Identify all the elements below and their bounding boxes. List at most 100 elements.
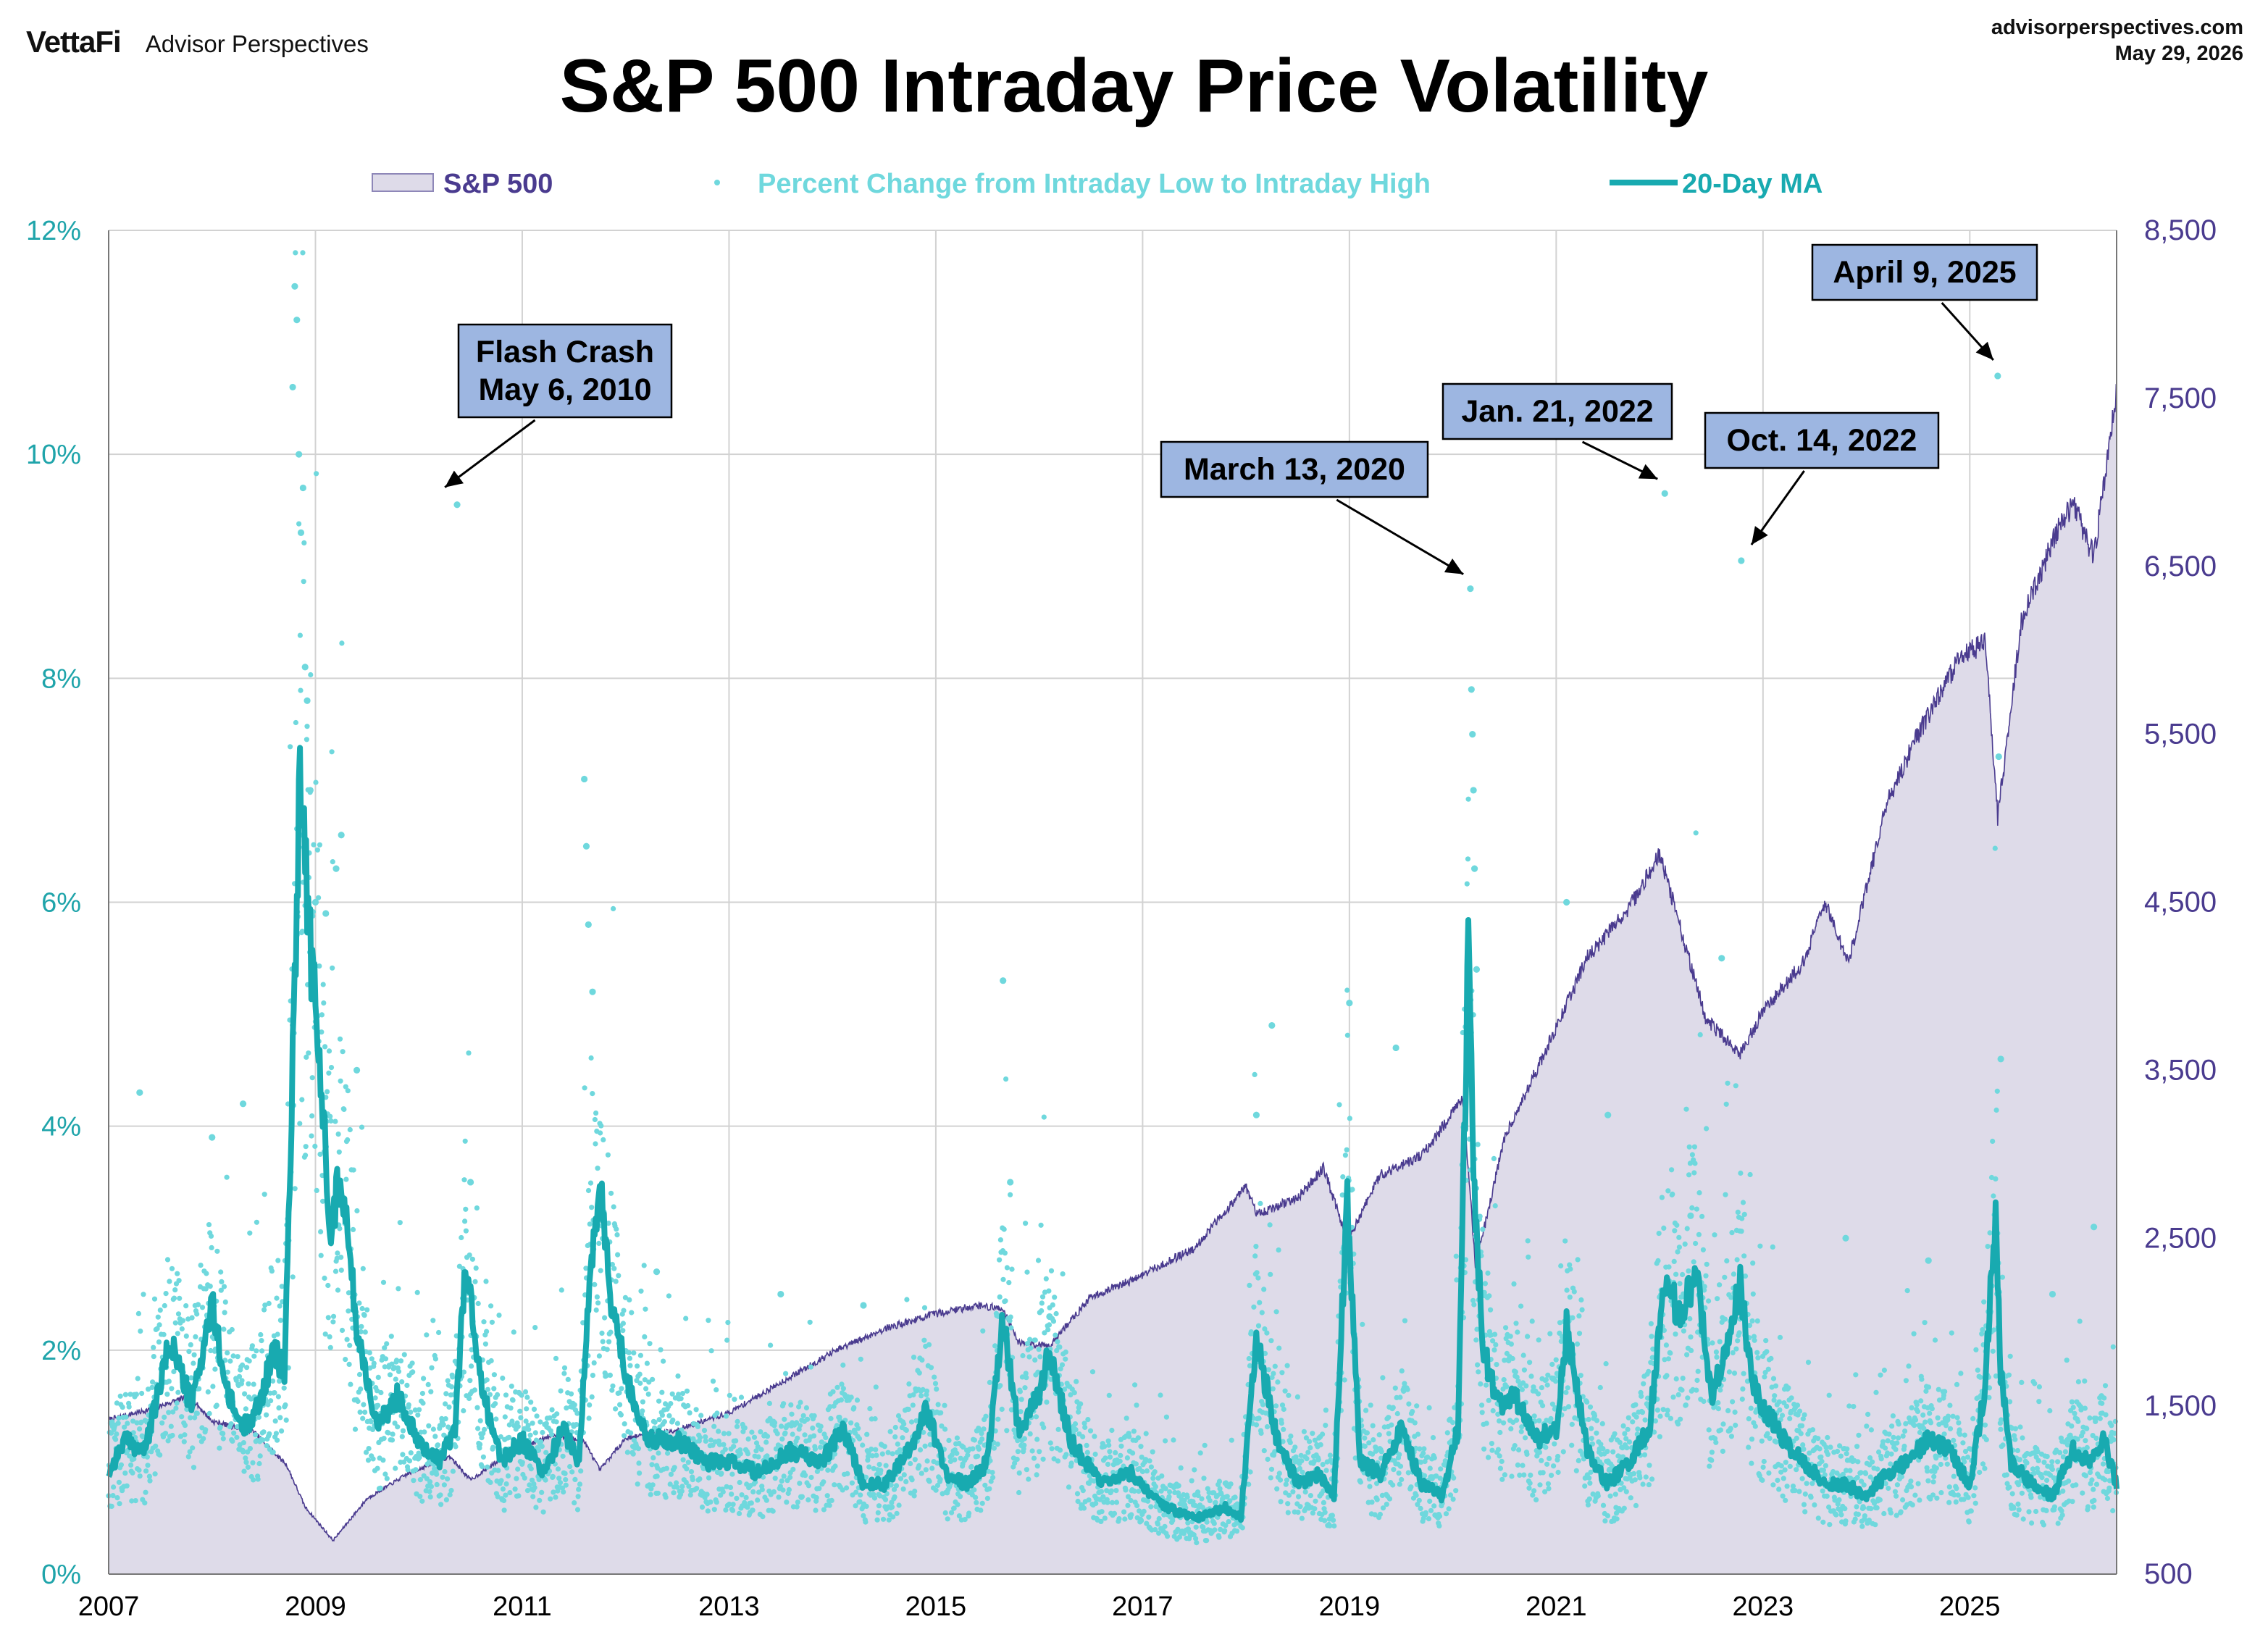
volatility-dot — [1278, 1499, 1284, 1505]
volatility-dot — [968, 1463, 974, 1470]
volatility-dot — [1968, 1508, 1974, 1514]
volatility-dot — [347, 1126, 353, 1133]
volatility-dot — [264, 1412, 269, 1418]
volatility-dot — [256, 1414, 261, 1420]
volatility-dot — [593, 1307, 599, 1313]
volatility-dot — [1150, 1449, 1155, 1455]
volatility-dot — [1635, 1426, 1641, 1432]
volatility-dot — [2014, 1512, 2020, 1518]
volatility-dot — [1707, 1463, 1712, 1469]
volatility-dot — [1258, 1200, 1263, 1206]
volatility-dot — [991, 1445, 997, 1451]
volatility-dot — [1247, 1469, 1253, 1475]
volatility-dot — [1960, 1440, 1966, 1446]
volatility-dot — [1024, 1467, 1029, 1473]
volatility-dot — [1329, 1513, 1335, 1518]
volatility-dot — [539, 1489, 545, 1495]
volatility-dot — [901, 1472, 907, 1478]
volatility-dot — [317, 1151, 323, 1157]
volatility-dot — [509, 1418, 515, 1424]
volatility-dot — [656, 1450, 661, 1456]
volatility-dot — [1259, 1310, 1265, 1316]
volatility-dot — [1414, 1403, 1420, 1409]
volatility-dot — [268, 1398, 274, 1404]
volatility-dot — [291, 283, 298, 290]
volatility-dot — [2015, 1501, 2021, 1507]
volatility-dot — [1524, 1451, 1530, 1457]
volatility-dot — [272, 1418, 278, 1424]
volatility-dot — [503, 1492, 509, 1498]
legend-label-sp500: S&P 500 — [443, 169, 553, 199]
volatility-dot — [774, 1431, 780, 1436]
volatility-dot — [1549, 1361, 1555, 1367]
volatility-dot — [727, 1501, 732, 1507]
volatility-dot — [1444, 1430, 1450, 1436]
volatility-dot — [2102, 1383, 2109, 1389]
volatility-dot — [179, 1414, 185, 1420]
volatility-dot — [1499, 1458, 1505, 1464]
volatility-dot — [1779, 1413, 1786, 1418]
volatility-dot — [485, 1464, 490, 1470]
volatility-dot — [1446, 1506, 1452, 1512]
volatility-dot — [1527, 1480, 1533, 1486]
volatility-dot — [729, 1507, 736, 1513]
volatility-dot — [725, 1320, 731, 1326]
volatility-dot — [1026, 1354, 1032, 1360]
volatility-dot — [745, 1436, 751, 1442]
volatility-dot — [1544, 1382, 1550, 1388]
x-tick-label: 2007 — [78, 1591, 140, 1622]
volatility-dot — [999, 1406, 1005, 1412]
volatility-dot — [1521, 1367, 1527, 1373]
volatility-dot — [1551, 1463, 1557, 1469]
volatility-dot — [532, 1325, 538, 1331]
volatility-dot — [273, 1431, 279, 1436]
volatility-dot — [1927, 1410, 1933, 1416]
volatility-dot — [1520, 1352, 1526, 1358]
volatility-dot — [1194, 1540, 1200, 1546]
volatility-dot — [485, 1386, 491, 1392]
volatility-dot — [1418, 1505, 1423, 1511]
volatility-dot — [1842, 1506, 1848, 1512]
volatility-dot — [1234, 1528, 1240, 1534]
volatility-dot — [395, 1424, 401, 1430]
volatility-dot — [796, 1404, 802, 1410]
volatility-dot — [614, 1232, 620, 1238]
volatility-dot — [1111, 1510, 1118, 1516]
volatility-dot — [384, 1341, 390, 1347]
volatility-dot — [515, 1423, 521, 1429]
volatility-dot — [1633, 1502, 1639, 1508]
volatility-dot — [1856, 1432, 1862, 1438]
volatility-dot — [1854, 1444, 1860, 1450]
y-left-tick-label: 4% — [41, 1112, 81, 1142]
volatility-dot — [1750, 1260, 1756, 1266]
volatility-dot — [1368, 1402, 1373, 1408]
volatility-dot — [277, 1303, 283, 1309]
volatility-dot — [1838, 1512, 1844, 1518]
callout: Jan. 21, 2022 — [1441, 382, 1673, 480]
volatility-dot — [171, 1295, 177, 1301]
volatility-dot — [1914, 1402, 1920, 1408]
volatility-dot — [2004, 1472, 2009, 1478]
volatility-dot — [194, 1311, 200, 1317]
volatility-dot — [277, 1379, 283, 1384]
volatility-dot — [133, 1498, 138, 1504]
volatility-dot — [591, 1360, 597, 1365]
volatility-dot — [666, 1413, 672, 1418]
volatility-dot — [506, 1422, 512, 1428]
volatility-dot — [1047, 1440, 1053, 1446]
volatility-dot — [415, 1412, 421, 1418]
volatility-dot — [170, 1432, 175, 1439]
volatility-dot — [201, 1436, 206, 1442]
volatility-dot — [503, 1392, 509, 1398]
legend-label-ma: 20-Day MA — [1682, 169, 1823, 199]
volatility-dot — [2041, 1522, 2046, 1528]
volatility-dot — [1673, 1376, 1679, 1382]
volatility-dot — [670, 1417, 676, 1423]
volatility-dot — [1568, 1266, 1573, 1272]
volatility-dot — [1666, 1264, 1672, 1270]
volatility-dot — [587, 1402, 593, 1408]
volatility-dot — [790, 1466, 796, 1472]
volatility-dot — [443, 1391, 449, 1397]
volatility-dot — [254, 1348, 259, 1354]
volatility-dot — [832, 1482, 837, 1488]
